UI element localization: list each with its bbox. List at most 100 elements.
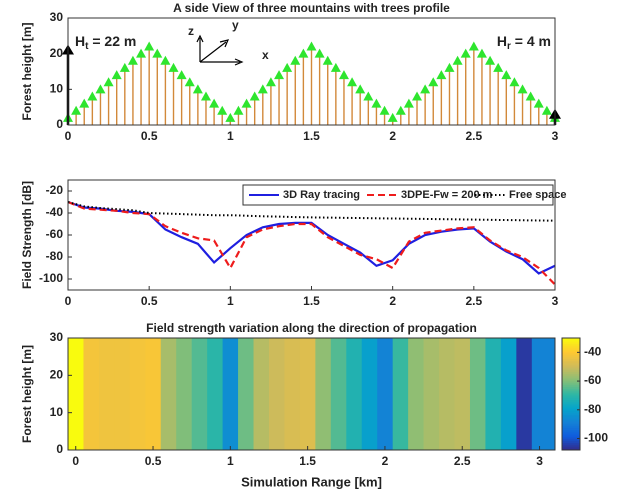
- colorbar-segment: [562, 422, 580, 425]
- colorbar-segment: [562, 394, 580, 397]
- colorbar-segment: [562, 397, 580, 401]
- tree-top: [387, 112, 398, 122]
- legend-label: Free space: [509, 189, 566, 201]
- heatmap-cell: [469, 338, 486, 450]
- y-axis-label: Forest height [m]: [20, 22, 34, 120]
- tree-top: [152, 48, 163, 58]
- y-tick-label: 0: [56, 442, 63, 456]
- tree-top: [274, 70, 285, 80]
- x-tick-label: 3: [536, 454, 543, 468]
- tree-top: [509, 77, 520, 87]
- colorbar-segment: [562, 388, 580, 391]
- tree-top: [241, 98, 252, 108]
- colorbar-tick-label: -40: [584, 345, 602, 359]
- colorbar-segment: [562, 366, 580, 369]
- tree-top: [233, 105, 244, 115]
- tree-top: [517, 84, 528, 94]
- tree-top: [452, 55, 463, 65]
- x-axis-label: Simulation Range [km]: [241, 474, 382, 489]
- tree-top: [460, 48, 471, 58]
- heatmap-cell: [299, 338, 316, 450]
- tree-top: [493, 62, 504, 72]
- tree-top: [363, 91, 374, 101]
- heatmap-cell: [68, 338, 84, 450]
- receiver-label-rest: = 4 m: [511, 33, 551, 49]
- heatmap-cell: [207, 338, 224, 450]
- heatmap-cell: [114, 338, 131, 450]
- tree-top: [420, 84, 431, 94]
- colorbar-segment: [562, 345, 580, 348]
- tree-top: [225, 112, 236, 122]
- heatmap-cell: [98, 338, 115, 450]
- tree-top: [257, 84, 268, 94]
- x-tick-label: 2: [389, 294, 396, 308]
- heatmap-cell: [500, 338, 517, 450]
- x-tick-label: 0: [72, 454, 79, 468]
- colorbar-segment: [562, 369, 580, 373]
- x-tick-label: 0.5: [141, 294, 158, 308]
- tree-top: [184, 77, 195, 87]
- colorbar-segment: [562, 412, 580, 416]
- tree-top: [395, 105, 406, 115]
- heatmap-cell: [83, 338, 100, 450]
- tree-top: [355, 84, 366, 94]
- tree-top: [485, 55, 496, 65]
- colorbar-segment: [562, 386, 580, 389]
- receiver-label: Hr = 4 m: [497, 33, 551, 52]
- heatmap-cell: [315, 338, 332, 450]
- tree-top: [209, 98, 220, 108]
- y-tick-label: -40: [46, 205, 64, 219]
- tree-top: [371, 98, 382, 108]
- colorbar-segment: [562, 416, 580, 419]
- colorbar-segment: [562, 354, 580, 358]
- receiver-label-sub: r: [507, 41, 511, 52]
- y-tick-label: 20: [50, 46, 64, 60]
- colorbar-segment: [562, 433, 580, 436]
- x-tick-label: 2.5: [465, 294, 482, 308]
- y-tick-label: -100: [39, 271, 63, 285]
- y-tick-label: -60: [46, 227, 64, 241]
- tree-top: [298, 48, 309, 58]
- y-tick-label: 30: [50, 330, 64, 344]
- tree-top: [403, 98, 414, 108]
- tree-top: [192, 84, 203, 94]
- colorbar-segment: [562, 423, 580, 427]
- colorbar-segment: [562, 436, 580, 440]
- colorbar-segment: [562, 401, 580, 404]
- y-tick-label: -80: [46, 249, 64, 263]
- colorbar-segment: [562, 418, 580, 421]
- heatmap-cell: [392, 338, 409, 450]
- transmitter-label: Ht = 22 m: [75, 33, 136, 52]
- axes-icon: [196, 34, 244, 66]
- colorbar-segment: [562, 349, 580, 352]
- x-tick-label: 1.5: [303, 294, 320, 308]
- transmitter-label-base: H: [75, 33, 85, 49]
- heatmap-cell: [531, 338, 556, 450]
- tree-top: [525, 91, 536, 101]
- tree-top: [412, 91, 423, 101]
- tree-top: [444, 62, 455, 72]
- heatmap-cell: [284, 338, 301, 450]
- y-tick-label: 10: [50, 82, 64, 96]
- heatmap-cell: [377, 338, 394, 450]
- heatmap-cell: [423, 338, 440, 450]
- tree-top: [200, 91, 211, 101]
- tree-top: [249, 91, 260, 101]
- tree-top: [79, 98, 90, 108]
- x-tick-label: 1.5: [299, 454, 316, 468]
- tree-top: [290, 55, 301, 65]
- colorbar-segment: [562, 339, 580, 343]
- x-tick-label: 0.5: [145, 454, 162, 468]
- axes-frame: [67, 337, 556, 451]
- legend-box: [242, 184, 554, 206]
- colorbar-segment: [562, 371, 580, 374]
- tree-top: [428, 77, 439, 87]
- colorbar-segment: [562, 360, 580, 363]
- tree-top: [176, 70, 187, 80]
- colorbar-segment: [562, 382, 580, 386]
- colorbar-segment: [562, 367, 580, 371]
- y-tick-label: 30: [50, 10, 64, 24]
- colorbar-segment: [562, 408, 580, 412]
- tree-top: [476, 48, 487, 58]
